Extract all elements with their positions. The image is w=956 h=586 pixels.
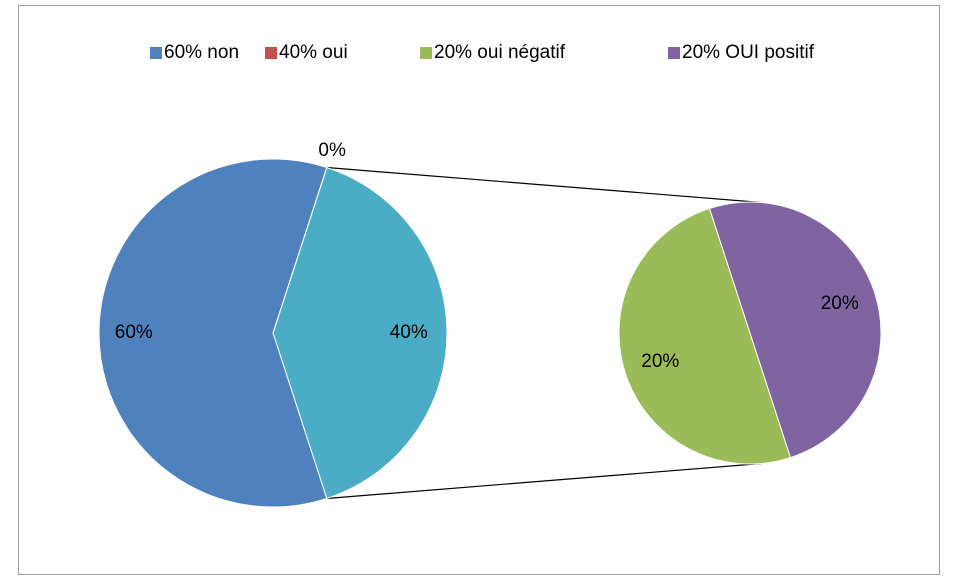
connector [326,166,762,204]
pie-slice [618,207,792,465]
data-label: 0% [318,140,346,161]
pie-slice [98,158,328,508]
legend-label: 60% non [164,42,239,63]
legend-label: 20% oui négatif [434,42,566,63]
legend-swatch [420,47,432,59]
legend-label: 20% OUI positif [682,42,815,63]
pie-slice [708,201,882,459]
legend-swatch [265,47,277,59]
legend-swatch [150,47,162,59]
legend-label: 40% oui [279,42,348,63]
pie-slice [272,166,448,500]
data-label: 60% [115,322,153,343]
data-label: 20% [821,293,859,314]
data-label: 40% [390,322,428,343]
data-label: 20% [641,351,679,372]
connector [326,462,762,500]
legend-swatch [668,47,680,59]
